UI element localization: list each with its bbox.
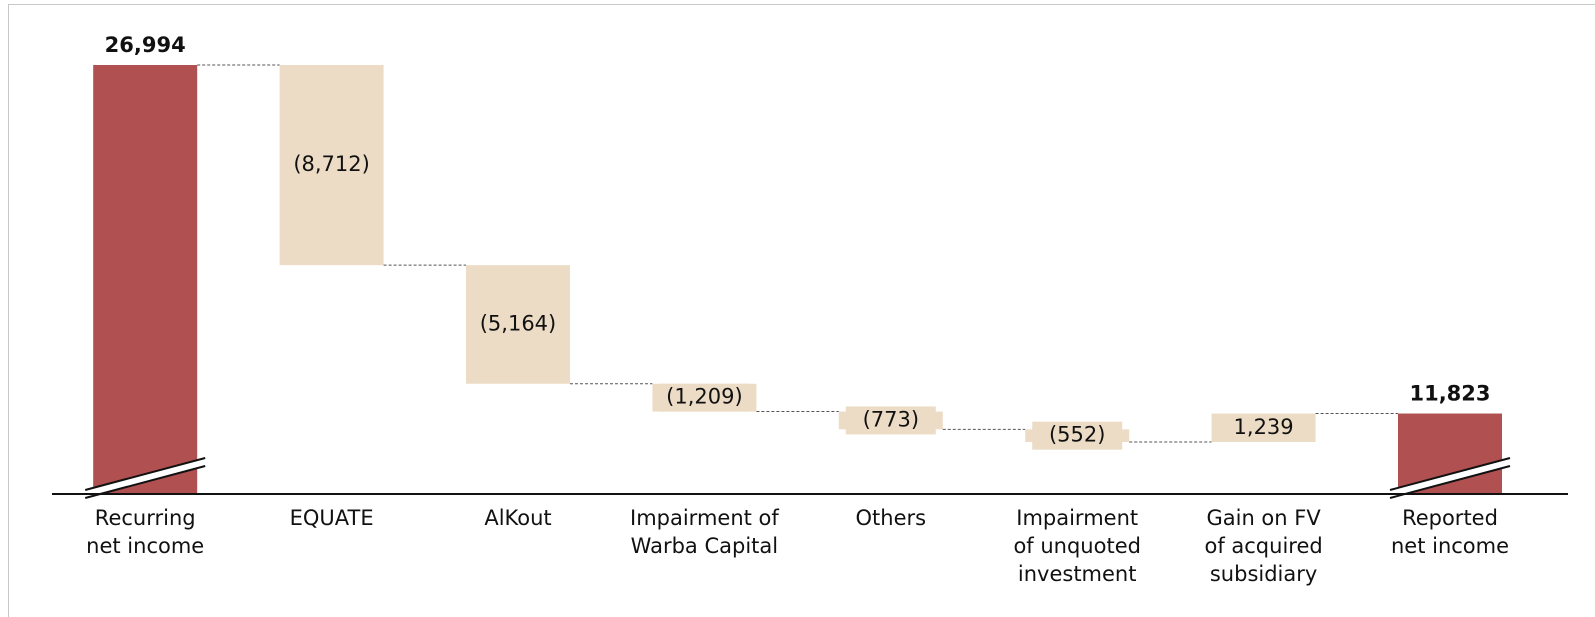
x-tick-label: net income — [86, 534, 204, 558]
axis-break-line — [84, 465, 206, 499]
x-tick-label: of unquoted — [1013, 534, 1141, 558]
label-background — [1218, 413, 1309, 442]
x-tick-label: Warba Capital — [631, 534, 778, 558]
axis-break — [85, 458, 206, 498]
value-label: (8,712) — [293, 152, 370, 176]
x-tick-label: Others — [856, 506, 927, 530]
value-label: (1,209) — [666, 385, 743, 409]
total-label: 11,823 — [1409, 382, 1490, 406]
x-tick-label: AlKout — [484, 506, 551, 530]
axis-break-line — [84, 457, 206, 491]
x-tick-label: Impairment of — [630, 506, 779, 530]
x-tick-label: Gain on FV — [1206, 506, 1321, 530]
x-tick-label: Recurring — [95, 506, 196, 530]
x-tick-label: of acquired — [1204, 534, 1322, 558]
label-background — [845, 406, 936, 435]
axis-break-line — [1389, 465, 1511, 499]
delta-bar — [279, 65, 384, 266]
x-tick-label: EQUATE — [290, 506, 374, 530]
value-label: (5,164) — [480, 311, 557, 335]
label-background — [1032, 421, 1123, 450]
value-label: (773) — [863, 407, 919, 431]
delta-bar — [466, 265, 570, 384]
x-tick-label: Reported — [1402, 506, 1498, 530]
x-tick-label: Impairment — [1016, 506, 1138, 530]
x-tick-label: subsidiary — [1210, 562, 1317, 586]
frame — [8, 4, 1595, 617]
label-background — [659, 383, 750, 412]
value-label: 1,239 — [1234, 415, 1294, 439]
x-tick-label: investment — [1018, 562, 1137, 586]
value-label: (552) — [1049, 423, 1105, 447]
x-tick-label: net income — [1391, 534, 1509, 558]
axis-break-line — [1389, 457, 1511, 491]
total-bar — [93, 65, 198, 494]
total-label: 26,994 — [105, 33, 186, 57]
axis-break — [1390, 458, 1510, 498]
